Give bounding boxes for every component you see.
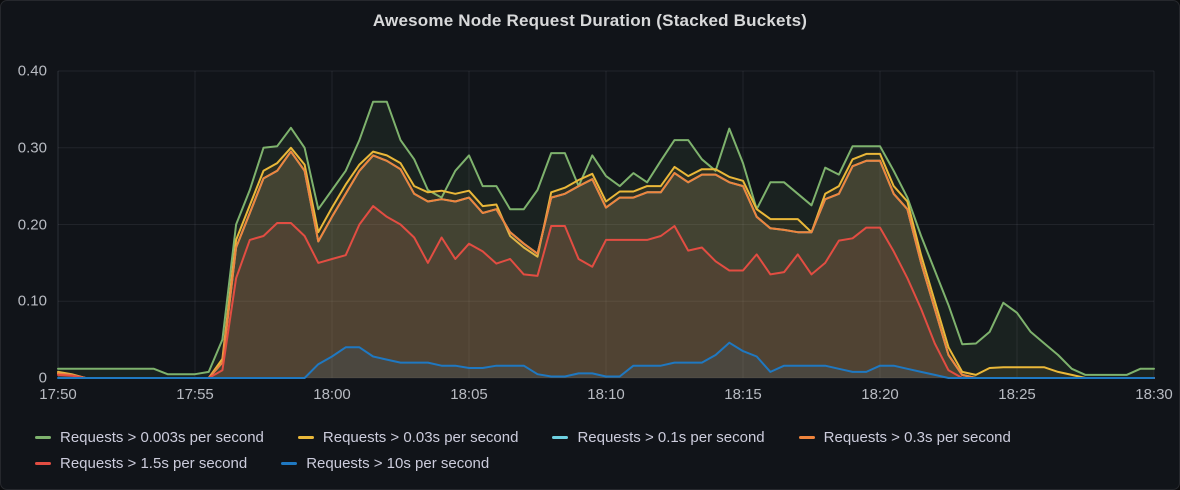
legend-label: Requests > 0.1s per second — [577, 429, 765, 446]
page-title: Awesome Node Request Duration (Stacked B… — [372, 11, 808, 30]
x-axis-tick: 18:25 — [998, 386, 1036, 403]
series-color-dash-icon — [281, 462, 298, 465]
x-axis-tick: 18:30 — [1135, 386, 1173, 403]
y-axis-tick: 0.40 — [17, 62, 47, 80]
x-axis-tick: 17:55 — [176, 386, 214, 403]
legend-item-gt-0.003s[interactable]: Requests > 0.003s per second — [35, 429, 264, 446]
series-line-3 — [57, 150, 1155, 379]
series-color-dash-icon — [297, 436, 314, 439]
legend-item-gt-0.3s[interactable]: Requests > 0.3s per second — [798, 429, 1011, 446]
x-axis-tick: 18:00 — [313, 386, 351, 403]
legend-label: Requests > 10s per second — [306, 455, 490, 472]
x-axis-tick: 18:05 — [450, 386, 488, 403]
series-line-0 — [57, 100, 1155, 376]
x-axis-tick: 18:20 — [861, 386, 899, 403]
legend-item-gt-0.03s[interactable]: Requests > 0.03s per second — [297, 429, 519, 446]
y-axis-tick: 0 — [38, 369, 47, 387]
legend-label: Requests > 0.03s per second — [322, 429, 519, 446]
plot-area[interactable] — [57, 70, 1155, 379]
time-series-chart[interactable] — [57, 70, 1155, 379]
y-axis-tick: 0.30 — [17, 139, 47, 157]
series-color-dash-icon — [35, 462, 51, 465]
legend-item-gt-0.1s[interactable]: Requests > 0.1s per second — [552, 429, 765, 446]
series-fill-3 — [58, 151, 1154, 378]
series-fill-4 — [58, 206, 1154, 378]
series-fill-2 — [58, 151, 1154, 378]
y-axis-tick: 0.10 — [17, 292, 47, 310]
series-line-1 — [57, 146, 1155, 379]
legend-row: Requests > 0.003s per second Requests > … — [35, 429, 1165, 446]
legend: Requests > 0.003s per second Requests > … — [35, 429, 1165, 472]
series-color-dash-icon — [35, 436, 51, 439]
series-fill-1 — [58, 147, 1154, 378]
legend-item-gt-10s[interactable]: Requests > 10s per second — [281, 455, 489, 472]
legend-row: Requests > 1.5s per second Requests > 10… — [35, 455, 1165, 472]
legend-label: Requests > 0.003s per second — [60, 429, 264, 446]
legend-item-gt-1.5s[interactable]: Requests > 1.5s per second — [35, 455, 247, 472]
series-fill-5 — [58, 342, 1154, 378]
x-axis-tick: 17:50 — [39, 386, 77, 403]
y-axis-tick: 0.20 — [17, 216, 47, 234]
legend-label: Requests > 0.3s per second — [823, 429, 1011, 446]
legend-label: Requests > 1.5s per second — [60, 455, 248, 472]
series-color-dash-icon — [552, 436, 569, 439]
series-color-dash-icon — [798, 436, 815, 439]
x-axis-tick: 18:10 — [587, 386, 625, 403]
series-line-5 — [57, 341, 1155, 379]
x-axis-tick: 18:15 — [724, 386, 762, 403]
